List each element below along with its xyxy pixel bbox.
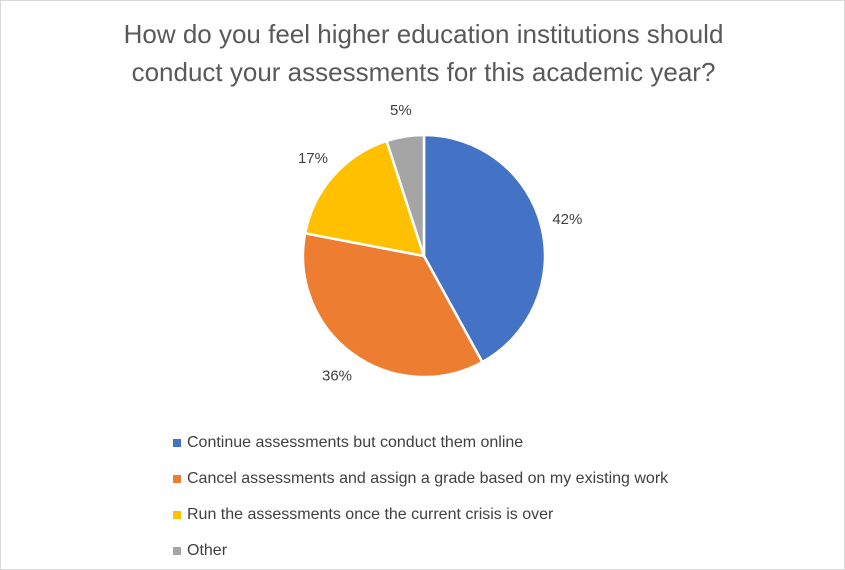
legend-label: Continue assessments but conduct them on…: [187, 434, 524, 451]
legend-swatch: [173, 439, 181, 447]
chart-title: How do you feel higher education institu…: [1, 15, 844, 91]
pie-slice-1: [422, 133, 547, 364]
legend-label: Cancel assessments and assign a grade ba…: [187, 470, 669, 487]
data-label: 36%: [322, 368, 352, 385]
legend-swatch: [173, 511, 181, 519]
pie-slice-4: [385, 133, 426, 258]
chart-title-line-1: How do you feel higher education institu…: [123, 19, 724, 49]
legend-label: Other: [187, 542, 228, 559]
legend-item: Continue assessments but conduct them on…: [173, 425, 668, 461]
pie-slice-3: [303, 139, 426, 258]
data-label: 17%: [298, 150, 328, 167]
data-label: 42%: [552, 211, 582, 228]
legend-label: Run the assessments once the current cri…: [187, 506, 554, 523]
data-label: 5%: [390, 102, 412, 119]
legend: Continue assessments but conduct them on…: [173, 425, 668, 569]
legend-item: Cancel assessments and assign a grade ba…: [173, 461, 668, 497]
legend-swatch: [173, 547, 181, 555]
pie-slice-2: [301, 232, 484, 379]
legend-item: Run the assessments once the current cri…: [173, 497, 668, 533]
legend-item: Other: [173, 533, 668, 569]
chart-title-line-2: conduct your assessments for this academ…: [131, 57, 716, 87]
legend-swatch: [173, 475, 181, 483]
